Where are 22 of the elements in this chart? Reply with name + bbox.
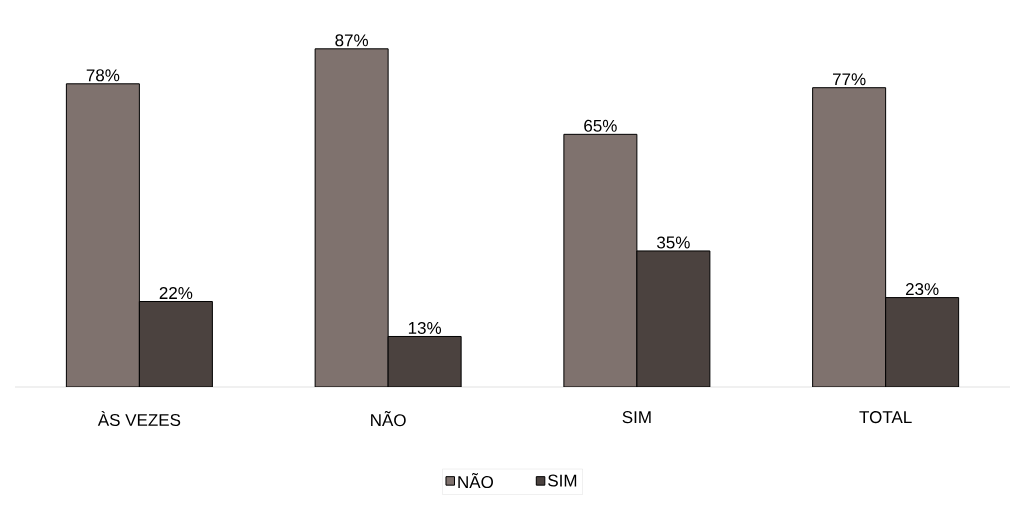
bar: [885, 297, 960, 387]
legend-label: SIM: [548, 474, 577, 487]
data-label: 77%: [833, 73, 866, 86]
data-label: 87%: [335, 34, 369, 47]
x-tick-label: TOTAL: [859, 411, 912, 424]
bar: [636, 250, 711, 387]
data-label: 65%: [584, 119, 617, 132]
data-label: 35%: [657, 236, 690, 249]
bar: [563, 133, 638, 387]
data-label: 13%: [408, 321, 442, 334]
x-tick-label: SIM: [622, 411, 651, 424]
x-tick-label: NÃO: [371, 411, 406, 427]
bar: [65, 83, 140, 387]
data-label: 22%: [159, 287, 193, 299]
bar: [387, 335, 462, 387]
legend-label: NÃO: [458, 473, 493, 489]
bar: [812, 87, 887, 387]
bar: [314, 48, 389, 387]
x-tick-label: ÀS VEZES: [97, 411, 181, 427]
data-label: 23%: [905, 283, 939, 296]
data-label: 78%: [86, 69, 120, 82]
bar: [138, 300, 213, 387]
